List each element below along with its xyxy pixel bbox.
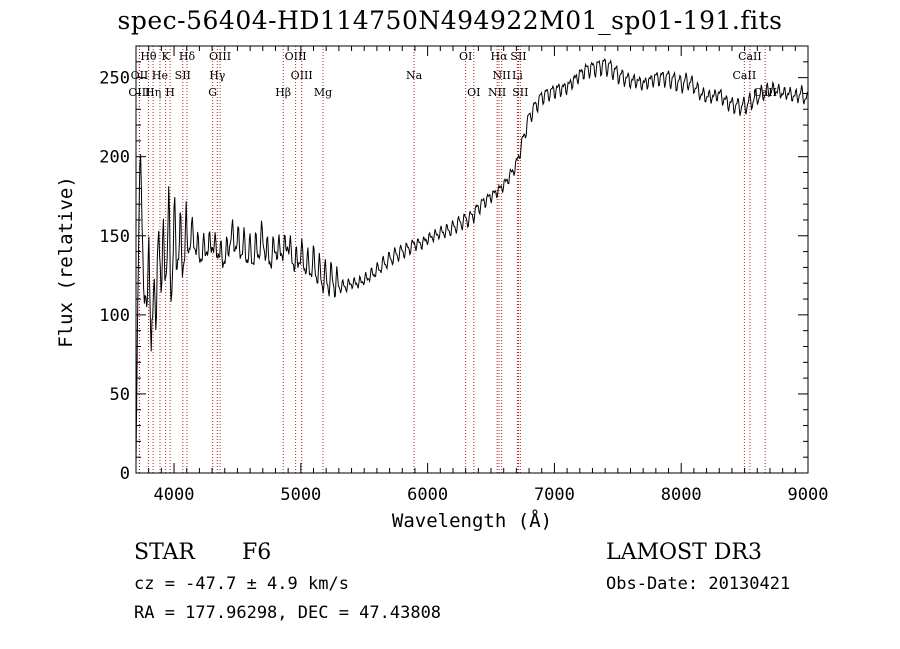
observation-date: Obs-Date: 20130421 xyxy=(606,574,791,594)
spectral-line-label: OIII xyxy=(209,50,231,63)
spectral-line-label: OI xyxy=(467,86,480,99)
survey-name: LAMOST DR3 xyxy=(606,540,762,565)
spectral-line-label: CaII xyxy=(753,86,777,99)
spectral-line-label: SII xyxy=(175,69,191,82)
spectral-line-label: NII xyxy=(488,86,506,99)
plot-frame xyxy=(135,45,809,474)
spectral-line-label: OIII xyxy=(291,69,313,82)
spectrum-line xyxy=(135,58,809,464)
spectral-line-label: OIII xyxy=(285,50,307,63)
y-tick-label: 250 xyxy=(99,69,130,89)
spectral-line-label: H xyxy=(165,86,175,99)
spectral-line-label: Hδ xyxy=(179,50,196,63)
x-axis-label: Wavelength (Å) xyxy=(391,510,553,532)
chart-title: spec-56404-HD114750N494922M01_sp01-191.f… xyxy=(117,6,783,35)
x-tick-label: 4000 xyxy=(154,485,195,505)
x-tick-label: 8000 xyxy=(661,485,702,505)
spectral-line-label: Mg xyxy=(314,86,332,99)
x-tick-label: 6000 xyxy=(407,485,448,505)
spectral-line-label: OIII xyxy=(128,86,150,99)
spectral-line-label: CaII xyxy=(738,50,762,63)
spectral-line-label: Hθ xyxy=(140,50,157,63)
y-tick-label: 200 xyxy=(99,148,130,168)
spectral-line-label: SII xyxy=(512,86,528,99)
y-tick-label: 100 xyxy=(99,306,130,326)
spectral-line-label: Li xyxy=(512,69,523,82)
spectral-line-label: Hγ xyxy=(209,69,226,82)
x-tick-label: 5000 xyxy=(280,485,321,505)
spectral-line-label: G xyxy=(208,86,217,99)
spectral-line-label: NII xyxy=(493,69,511,82)
object-subclass: F6 xyxy=(242,540,272,565)
spectral-line-label: K xyxy=(162,50,171,63)
redshift-text: cz = -47.7 ± 4.9 km/s xyxy=(134,574,349,594)
y-tick-label: 150 xyxy=(99,227,130,247)
spectral-line-label: Na xyxy=(406,69,423,82)
spectral-line-label: Hα xyxy=(490,50,508,63)
spectral-line-label: Hβ xyxy=(275,86,291,99)
spectral-line-label: OII xyxy=(131,69,149,82)
x-tick-label: 9000 xyxy=(788,485,829,505)
spectral-line-label: CaII xyxy=(733,69,757,82)
spectral-line-label: He xyxy=(152,69,168,82)
spectral-line-label: Hη xyxy=(145,86,161,99)
spectral-line-label: OI xyxy=(459,50,472,63)
y-tick-label: 50 xyxy=(110,385,130,405)
y-tick-label: 0 xyxy=(120,464,130,484)
spectral-line-label: SII xyxy=(510,50,526,63)
object-class: STAR xyxy=(134,540,195,565)
coordinates-text: RA = 177.96298, DEC = 47.43808 xyxy=(134,603,442,623)
y-axis-label: Flux (relative) xyxy=(55,176,77,348)
x-tick-label: 7000 xyxy=(534,485,575,505)
